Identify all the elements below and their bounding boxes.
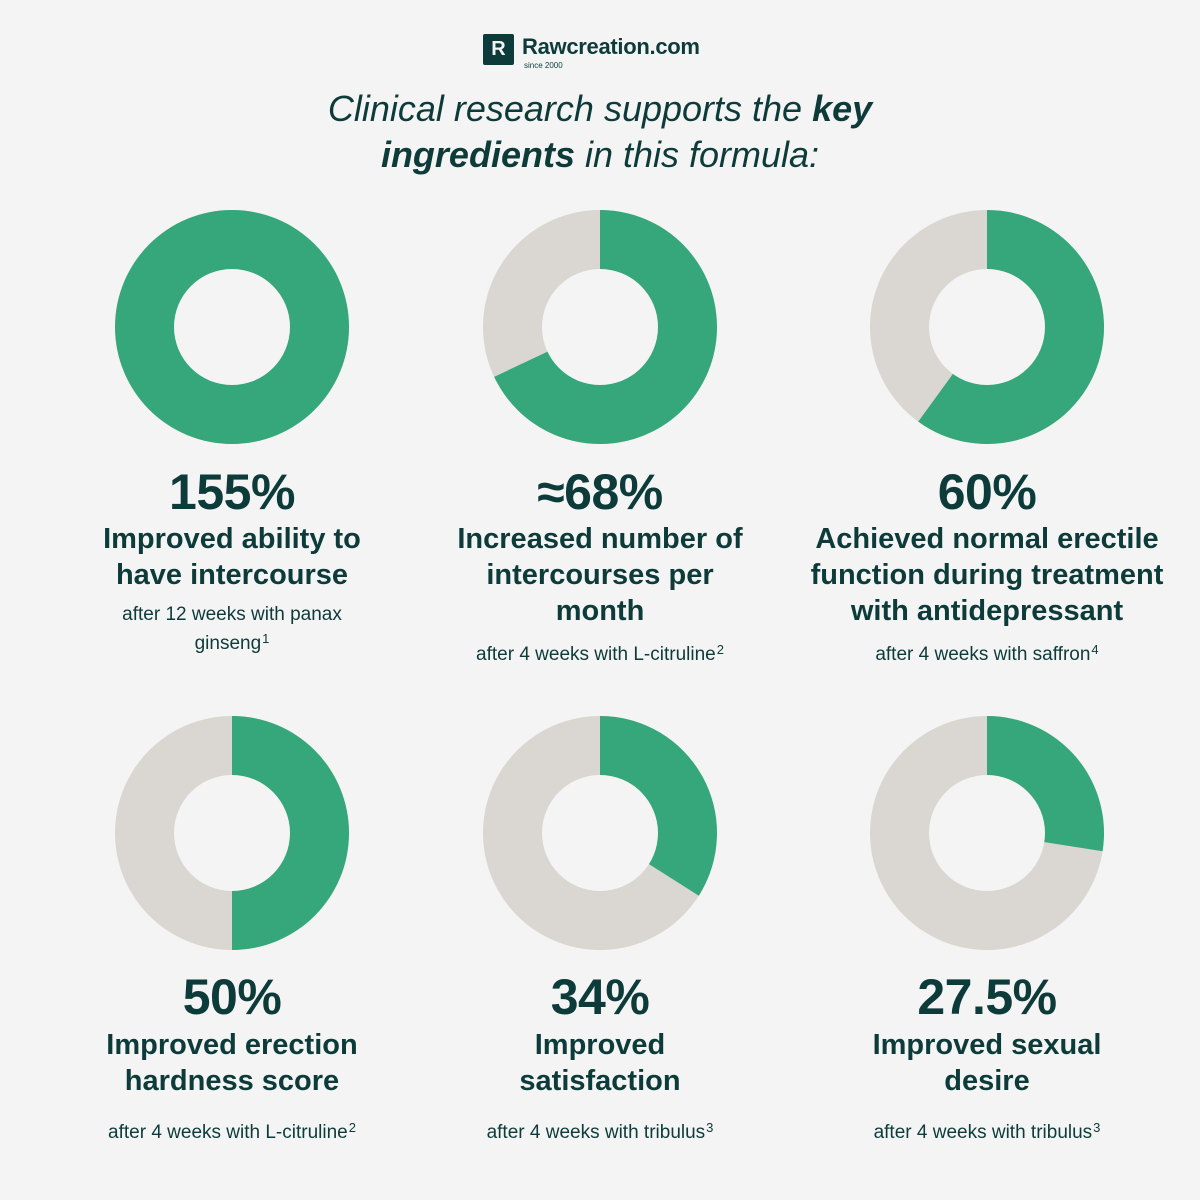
donut-filled-segment	[232, 716, 349, 950]
stat-label-3: Achieved normal erectile function during…	[810, 523, 1164, 627]
stat-label-1: Improved ability to have intercourse	[103, 523, 361, 591]
footnote-marker-6: 3	[1093, 1120, 1101, 1135]
stat-value-4: 50%	[182, 969, 282, 1025]
donut-chart-2	[483, 210, 717, 444]
stat-note-2: after 4 weeks with L-citruline2	[400, 638, 800, 667]
donut-hole	[174, 775, 290, 891]
stat-label-5: Improved satisfaction	[519, 1029, 681, 1097]
donut-hole	[542, 269, 658, 385]
footnote-marker-1: 1	[262, 631, 270, 646]
footnote-marker-2: 2	[716, 642, 724, 657]
footnote-marker-4: 2	[348, 1120, 356, 1135]
headline-bold2: ingredients	[380, 134, 575, 175]
stat-note-text-6: after 4 weeks with tribulus	[873, 1122, 1093, 1143]
stat-note-text-1: after 12 weeks with panax ginseng	[122, 604, 342, 654]
donut-chart-6	[870, 716, 1104, 950]
donut-hole	[542, 775, 658, 891]
stat-value-1: 155%	[169, 464, 295, 520]
stat-note-1: after 12 weeks with panax ginseng1	[32, 603, 432, 656]
stat-note-text-2: after 4 weeks with L-citruline	[476, 644, 716, 665]
stat-value-2: ≈68%	[537, 464, 663, 520]
donut-hole	[929, 269, 1045, 385]
donut-chart-1	[115, 210, 349, 444]
stat-note-4: after 4 weeks with L-citruline2	[32, 1116, 432, 1145]
stat-value-5: 34%	[550, 969, 650, 1025]
stat-note-text-4: after 4 weeks with L-citruline	[108, 1122, 348, 1143]
stat-note-6: after 4 weeks with tribulus3	[787, 1116, 1187, 1145]
donut-hole	[929, 775, 1045, 891]
brand-logo: R Rawcreation.com since 2000	[483, 34, 700, 70]
footnote-marker-5: 3	[706, 1120, 714, 1135]
headline-part2: in this formula:	[574, 134, 820, 175]
stat-label-2: Increased number of intercourses per mon…	[457, 523, 743, 627]
donut-chart-4	[115, 716, 349, 950]
stat-note-text-5: after 4 weeks with tribulus	[486, 1122, 706, 1143]
donut-chart-5	[483, 716, 717, 950]
stat-value-6: 27.5%	[917, 969, 1057, 1025]
brand-mark-icon: R	[483, 34, 514, 65]
stat-note-5: after 4 weeks with tribulus3	[400, 1116, 800, 1145]
stat-label-6: Improved sexual desire	[872, 1029, 1102, 1097]
brand-name: Rawcreation.com	[522, 34, 700, 59]
stat-label-4: Improved erection hardness score	[106, 1029, 358, 1097]
stat-note-text-3: after 4 weeks with saffron	[875, 644, 1091, 665]
brand-since: since 2000	[524, 61, 563, 70]
donut-hole	[174, 269, 290, 385]
stat-note-3: after 4 weeks with saffron4	[787, 638, 1187, 667]
stat-value-3: 60%	[937, 464, 1037, 520]
headline-bold1: key	[812, 88, 873, 129]
headline-part1: Clinical research supports the	[327, 88, 813, 129]
footnote-marker-3: 4	[1091, 642, 1099, 657]
headline: Clinical research supports the key ingred…	[0, 86, 1200, 178]
donut-chart-3	[870, 210, 1104, 444]
